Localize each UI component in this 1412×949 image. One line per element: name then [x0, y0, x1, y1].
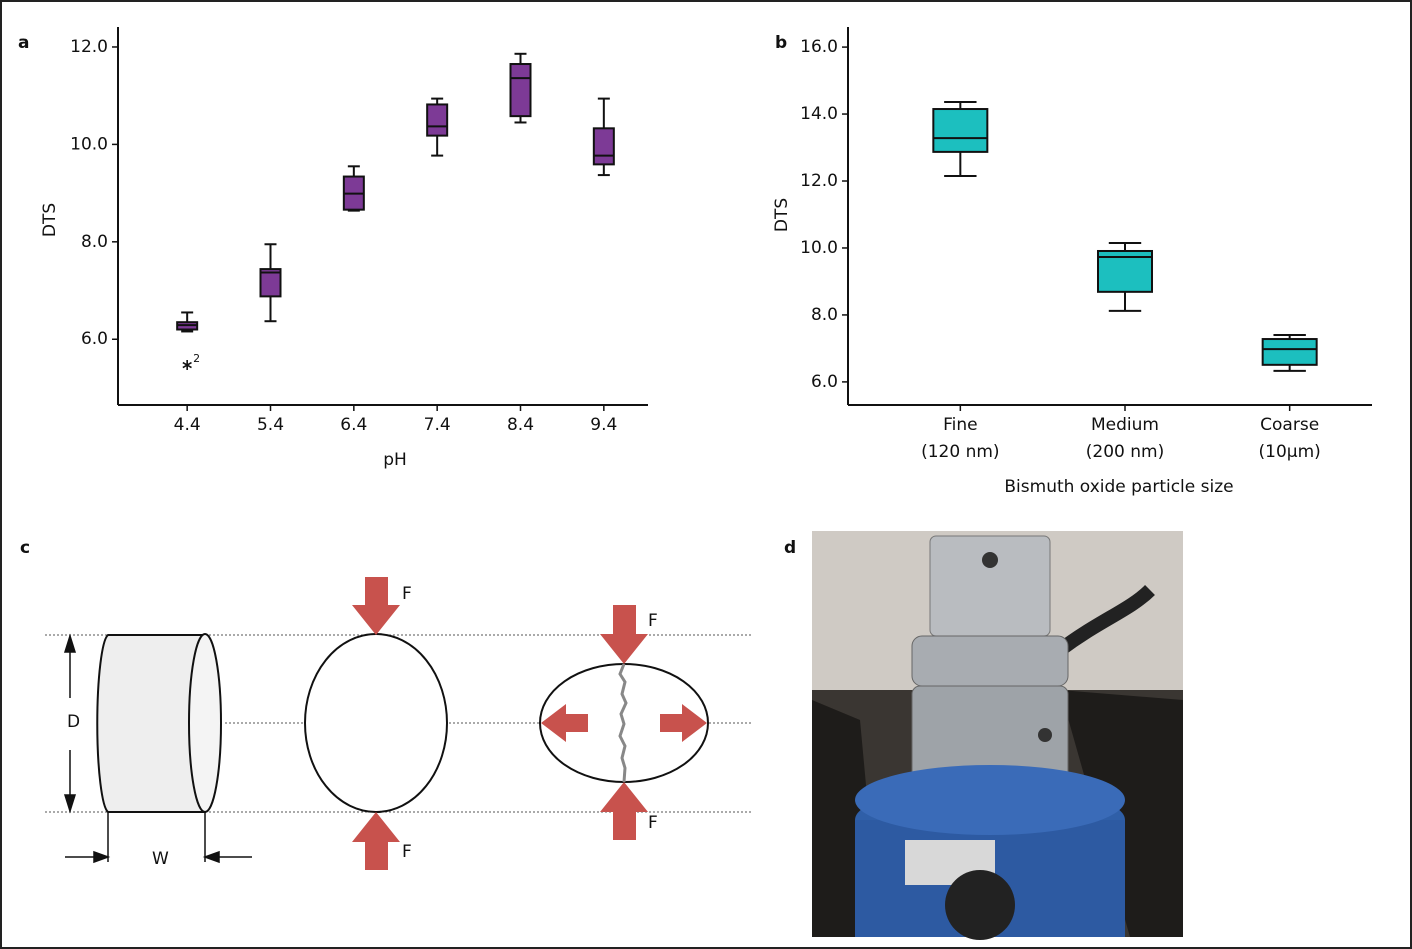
force-label: F — [402, 584, 412, 604]
x-tick-label: 9.4 — [590, 415, 617, 435]
dimension-label: W — [152, 849, 169, 869]
y-axis-title: DTS — [772, 198, 792, 232]
x-tick-label: (200 nm) — [1086, 442, 1164, 462]
force-label: F — [648, 611, 658, 631]
box — [1261, 338, 1318, 366]
box — [259, 268, 282, 298]
cylinder-face — [188, 633, 222, 813]
box — [932, 108, 989, 153]
photo — [812, 531, 1183, 940]
y-tick-label: 8.0 — [811, 305, 838, 325]
panel-label: d — [784, 538, 796, 558]
x-tick-label: 7.4 — [424, 415, 451, 435]
specimen — [304, 633, 448, 813]
dimension-label: D — [67, 712, 80, 732]
y-tick-label: 12.0 — [70, 37, 108, 57]
y-tick-label: 6.0 — [811, 372, 838, 392]
x-tick-label: 6.4 — [340, 415, 367, 435]
y-tick-label: 14.0 — [800, 104, 838, 124]
crack — [618, 663, 628, 783]
force-arrow — [600, 782, 648, 840]
box — [509, 63, 532, 118]
outlier — [182, 360, 192, 371]
force-arrow — [352, 812, 400, 870]
force-arrow — [660, 704, 707, 742]
force-label: F — [648, 813, 658, 833]
force-arrow — [541, 704, 588, 742]
y-axis-title: DTS — [40, 203, 60, 237]
force-arrow — [600, 605, 648, 664]
x-tick-label: Coarse — [1260, 415, 1319, 435]
panel-label: b — [775, 33, 787, 53]
y-tick-label: 6.0 — [81, 329, 108, 349]
x-tick-label: 4.4 — [174, 415, 201, 435]
panel-label: c — [20, 538, 30, 558]
x-tick-label: 8.4 — [507, 415, 534, 435]
outlier-label: 2 — [193, 352, 200, 365]
force-arrow — [352, 577, 400, 635]
x-tick-label: Fine — [943, 415, 978, 435]
x-axis-title: pH — [383, 450, 407, 470]
y-tick-label: 12.0 — [800, 171, 838, 191]
y-tick-label: 16.0 — [800, 37, 838, 57]
x-axis-title: Bismuth oxide particle size — [1004, 477, 1233, 497]
diagram: D W F F F F — [45, 577, 752, 870]
y-tick-label: 8.0 — [81, 232, 108, 252]
y-tick-label: 10.0 — [70, 134, 108, 154]
force-label: F — [402, 842, 412, 862]
panel-label: a — [18, 33, 29, 53]
box — [426, 103, 449, 137]
cylinder-body — [96, 634, 206, 813]
box — [592, 127, 615, 166]
x-tick-label: 5.4 — [257, 415, 284, 435]
x-tick-label: (120 nm) — [921, 442, 999, 462]
x-tick-label: Medium — [1091, 415, 1159, 435]
y-tick-label: 10.0 — [800, 238, 838, 258]
x-tick-label: (10µm) — [1259, 442, 1321, 462]
